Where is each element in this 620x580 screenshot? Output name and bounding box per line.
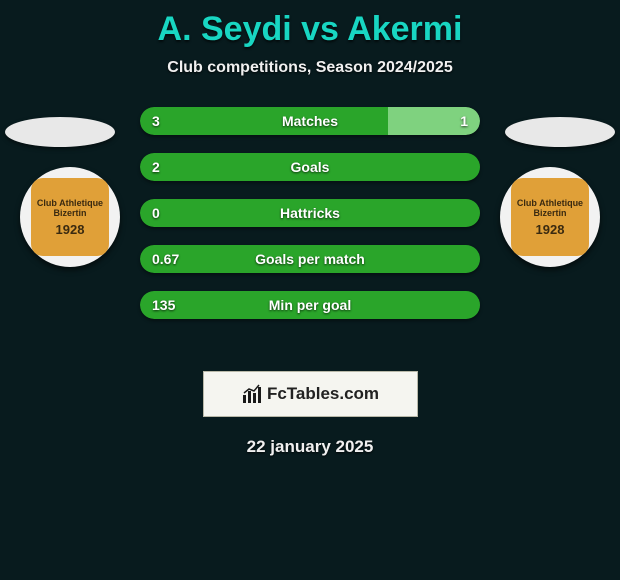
- right-club-badge: Club Athletique Bizertin 1928: [500, 167, 600, 267]
- date-text: 22 january 2025: [0, 437, 620, 457]
- right-badge-year: 1928: [536, 222, 565, 237]
- stat-label: Hattricks: [140, 199, 480, 227]
- stat-label: Matches: [140, 107, 480, 135]
- left-badge-year: 1928: [56, 222, 85, 237]
- stat-row-min-per-goal: 135Min per goal: [140, 291, 480, 319]
- right-flag-ellipse: [505, 117, 615, 147]
- left-badge-text: Club Athletique Bizertin: [31, 198, 109, 218]
- brand-box: FcTables.com: [203, 371, 418, 417]
- left-flag-ellipse: [5, 117, 115, 147]
- comparison-arena: Club Athletique Bizertin 1928 Club Athle…: [0, 107, 620, 367]
- page-title: A. Seydi vs Akermi: [0, 0, 620, 49]
- stat-label: Goals per match: [140, 245, 480, 273]
- stat-row-goals: 2Goals: [140, 153, 480, 181]
- right-badge-inner: Club Athletique Bizertin 1928: [511, 178, 589, 256]
- brand-text: FcTables.com: [267, 384, 379, 404]
- left-badge-inner: Club Athletique Bizertin 1928: [31, 178, 109, 256]
- brand-chart-icon: [241, 383, 263, 405]
- stat-label: Min per goal: [140, 291, 480, 319]
- subtitle: Club competitions, Season 2024/2025: [0, 59, 620, 77]
- left-club-badge: Club Athletique Bizertin 1928: [20, 167, 120, 267]
- stat-label: Goals: [140, 153, 480, 181]
- stat-row-hattricks: 0Hattricks: [140, 199, 480, 227]
- stat-row-goals-per-match: 0.67Goals per match: [140, 245, 480, 273]
- stat-bars: 31Matches 2Goals 0Hattricks 0.67Goals per m…: [140, 107, 480, 337]
- right-badge-text: Club Athletique Bizertin: [511, 198, 589, 218]
- stat-row-matches: 31Matches: [140, 107, 480, 135]
